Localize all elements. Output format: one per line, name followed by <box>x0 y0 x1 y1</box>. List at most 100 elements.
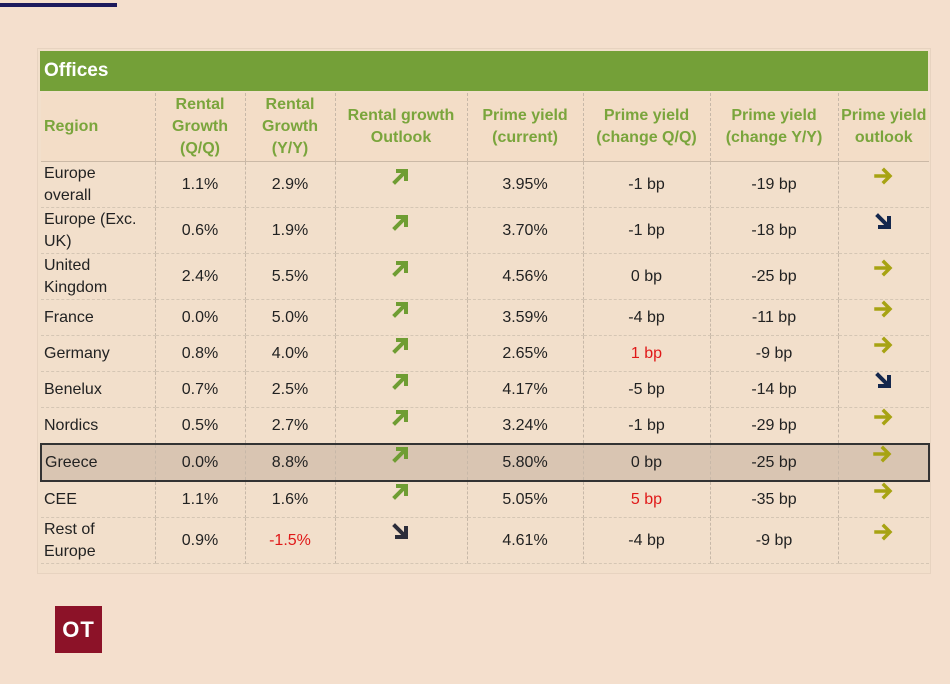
table-row: Europe overall 1.1% 2.9% 3.95% -1 bp -19 bp <box>41 161 929 208</box>
yield-current-cell: 5.80% <box>467 443 584 482</box>
region-label: overall <box>44 186 92 204</box>
up-right-arrow-icon <box>391 302 411 323</box>
header-line: (Y/Y) <box>271 140 309 157</box>
yield-outlook-cell <box>838 335 929 372</box>
yield-current-cell: 4.17% <box>467 371 584 408</box>
yield-yy-cell: -19 bp <box>710 161 839 208</box>
region-cell: CEE <box>41 481 156 518</box>
offices-table: Region Rental Growth (Q/Q) Rental Growth (Y/… <box>40 93 930 564</box>
yield-qq-cell: 1 bp <box>583 335 711 372</box>
yield-qq-cell: 5 bp <box>583 481 711 518</box>
yield-qq-cell: -1 bp <box>583 207 711 254</box>
yield-outlook-cell <box>838 253 929 300</box>
right-arrow-icon <box>874 336 894 359</box>
table-row: France 0.0% 5.0% 3.59% -4 bp -11 bp <box>41 299 929 336</box>
yield-current-cell: 4.56% <box>467 253 584 300</box>
header-line: Growth <box>262 118 318 135</box>
table-row: Rest of Europe 0.9% -1.5% 4.61% -4 bp -9 bp <box>41 517 929 564</box>
rental-qq-cell: 0.0% <box>155 443 246 482</box>
yield-yy-cell: -25 bp <box>710 443 839 482</box>
header-line: (change Q/Q) <box>596 129 697 146</box>
up-right-arrow-icon <box>391 338 411 359</box>
rental-yy-cell: 1.6% <box>245 481 336 518</box>
down-right-arrow-icon <box>874 213 894 236</box>
ot-logo: OT <box>55 606 102 653</box>
region-label: UK) <box>44 232 72 250</box>
yield-yy-cell: -35 bp <box>710 481 839 518</box>
up-right-arrow-icon <box>391 447 411 468</box>
up-right-arrow-icon <box>391 169 411 190</box>
yield-outlook-cell <box>838 161 929 208</box>
yield-outlook-cell <box>838 481 929 518</box>
region-cell: Germany <box>41 335 156 372</box>
table-title: Offices <box>40 51 928 91</box>
table-row: Europe (Exc. UK) 0.6% 1.9% 3.70% -1 bp -18 bp <box>41 207 929 254</box>
yield-current-cell: 3.59% <box>467 299 584 336</box>
right-arrow-icon <box>874 167 894 190</box>
header-line: Rental <box>265 96 315 113</box>
rental-qq-cell: 0.0% <box>155 299 246 336</box>
region-label: Germany <box>44 344 110 362</box>
header-prime-yield-change-yy: Prime yield (change Y/Y) <box>710 93 839 162</box>
yield-qq-cell: -1 bp <box>583 161 711 208</box>
header-region: Region <box>41 93 156 162</box>
rental-yy-cell: 4.0% <box>245 335 336 372</box>
yield-current-cell: 4.61% <box>467 517 584 564</box>
header-line: Rental <box>175 96 225 113</box>
rental-outlook-cell <box>335 481 468 518</box>
right-arrow-icon <box>874 300 894 323</box>
right-arrow-icon <box>874 259 894 282</box>
table-row: Nordics 0.5% 2.7% 3.24% -1 bp -29 bp <box>41 407 929 445</box>
yield-yy-cell: -29 bp <box>710 407 839 445</box>
header-line: Prime yield <box>482 107 568 124</box>
header-prime-yield-change-qq: Prime yield (change Q/Q) <box>583 93 711 162</box>
rental-yy-cell: 5.0% <box>245 299 336 336</box>
table-row: United Kingdom 2.4% 5.5% 4.56% 0 bp -25 bp <box>41 253 929 300</box>
region-label: Europe <box>44 164 96 182</box>
region-label: Greece <box>45 453 98 471</box>
header-rental-growth-yy: Rental Growth (Y/Y) <box>245 93 336 162</box>
rental-qq-cell: 0.6% <box>155 207 246 254</box>
right-arrow-icon <box>874 523 894 546</box>
region-cell: Nordics <box>41 407 156 445</box>
header-line: Prime yield <box>731 107 817 124</box>
rental-qq-cell: 0.5% <box>155 407 246 445</box>
header-line: Prime yield <box>841 107 927 124</box>
up-right-arrow-icon <box>391 261 411 282</box>
rental-outlook-cell <box>335 407 468 445</box>
region-label: United <box>44 256 91 274</box>
yield-current-cell: 2.65% <box>467 335 584 372</box>
yield-qq-cell: -5 bp <box>583 371 711 408</box>
rental-outlook-cell <box>335 161 468 208</box>
header-line: outlook <box>854 129 913 146</box>
rental-yy-cell: 2.9% <box>245 161 336 208</box>
top-accent-line <box>0 3 117 7</box>
rental-yy-cell: 5.5% <box>245 253 336 300</box>
up-right-arrow-icon <box>391 484 411 505</box>
yield-current-cell: 3.70% <box>467 207 584 254</box>
yield-current-cell: 3.95% <box>467 161 584 208</box>
header-line: (change Y/Y) <box>725 129 823 146</box>
header-prime-yield-outlook: Prime yield outlook <box>838 93 929 162</box>
rental-yy-cell: -1.5% <box>245 517 336 564</box>
yield-current-cell: 5.05% <box>467 481 584 518</box>
region-cell: United Kingdom <box>41 253 156 300</box>
rental-qq-cell: 0.9% <box>155 517 246 564</box>
up-right-arrow-icon <box>391 410 411 431</box>
right-arrow-icon <box>874 408 894 431</box>
header-line: Rental growth <box>347 107 455 124</box>
region-label: Europe <box>44 542 96 560</box>
yield-qq-cell: -4 bp <box>583 517 711 564</box>
yield-yy-cell: -9 bp <box>710 335 839 372</box>
header-rental-growth-outlook: Rental growth Outlook <box>335 93 468 162</box>
down-right-arrow-icon <box>391 523 411 546</box>
down-right-arrow-icon <box>874 372 894 395</box>
rental-outlook-cell <box>335 517 468 564</box>
yield-yy-cell: -14 bp <box>710 371 839 408</box>
yield-outlook-cell <box>838 299 929 336</box>
region-cell: Rest of Europe <box>41 517 156 564</box>
rental-outlook-cell <box>335 371 468 408</box>
header-line: Outlook <box>370 129 432 146</box>
region-label: Rest of <box>44 520 95 538</box>
rental-yy-cell: 2.5% <box>245 371 336 408</box>
